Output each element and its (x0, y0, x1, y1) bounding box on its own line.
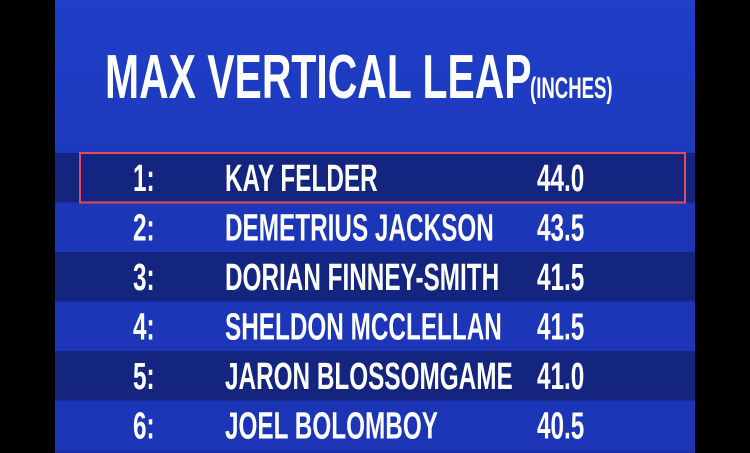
row-stripe (55, 153, 695, 203)
rank: 1: (133, 156, 155, 199)
leap-value: 41.5 (537, 255, 584, 298)
rank: 3: (133, 255, 155, 298)
highlight-box (79, 152, 686, 204)
rank: 2: (133, 206, 155, 249)
leap-value: 41.0 (537, 354, 584, 397)
leap-value: 41.5 (537, 305, 584, 348)
row-stripe (55, 351, 695, 401)
player-name: JOEL BOLOMBOY (225, 404, 438, 447)
rank: 6: (133, 404, 155, 447)
player-name: SHELDON MCCLELLAN (225, 305, 502, 348)
row-stripe (55, 252, 695, 302)
leap-value: 43.5 (537, 206, 584, 249)
leaderboard: 1: KAY FELDER 44.0 2: DEMETRIUS JACKSON 43.5 3… (55, 152, 695, 450)
player-name: JARON BLOSSOMGAME (225, 354, 513, 397)
leap-value: 44.0 (537, 156, 584, 199)
row-stripe (55, 400, 695, 450)
unit: (INCHES) (530, 72, 613, 106)
player-name: KAY FELDER (225, 156, 378, 199)
leap-value: 40.5 (537, 404, 584, 447)
player-name: DEMETRIUS JACKSON (225, 206, 494, 249)
row-stripe (55, 301, 695, 351)
row-stripe (55, 202, 695, 252)
player-name: DORIAN FINNEY-SMITH (225, 255, 499, 298)
rank: 5: (133, 354, 155, 397)
title: MAX VERTICAL LEAP (105, 43, 532, 113)
rank: 4: (133, 305, 155, 348)
